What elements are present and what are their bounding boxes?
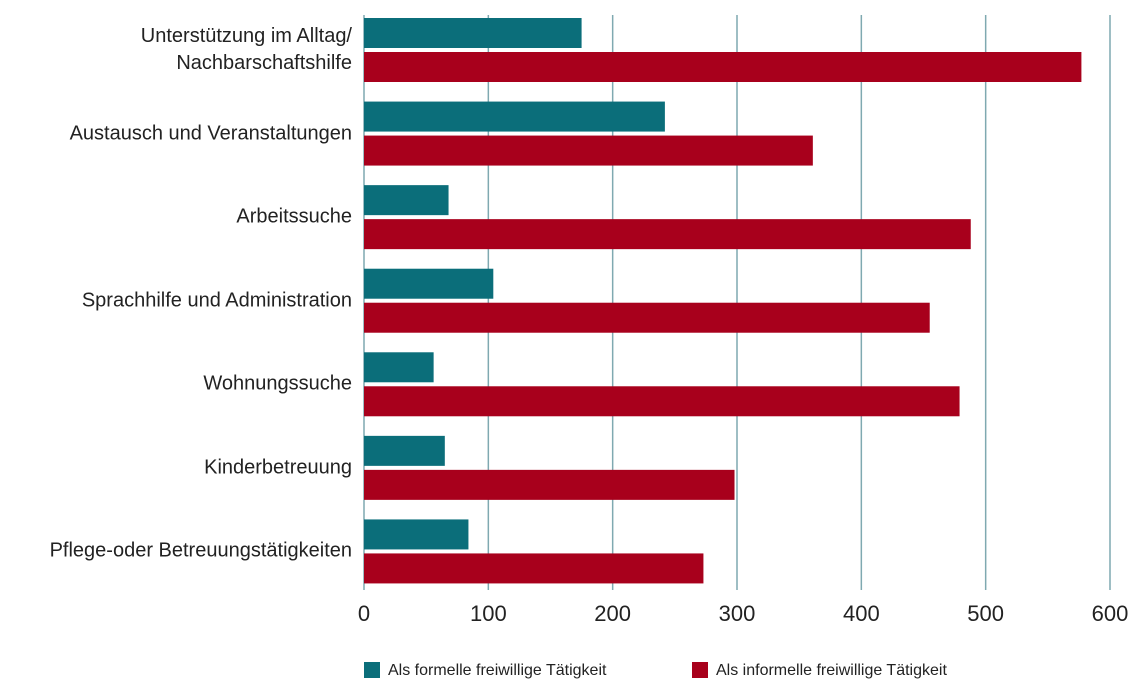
x-tick-label: 200 (594, 601, 631, 626)
bar (364, 268, 494, 299)
x-tick-label: 100 (470, 601, 507, 626)
bar (364, 185, 449, 216)
legend-label: Als informelle freiwillige Tätigkeit (716, 662, 947, 679)
bar (364, 352, 434, 383)
bar (364, 135, 813, 166)
legend-swatch (364, 662, 380, 678)
legend-swatch (692, 662, 708, 678)
x-tick-label: 400 (843, 601, 880, 626)
bar (364, 18, 582, 48)
y-tick-label: Unterstützung im Alltag/ Nachbarschaftsh… (140, 25, 352, 74)
bar (364, 519, 469, 550)
bar (364, 469, 735, 500)
legend-label: Als formelle freiwillige Tätigkeit (388, 662, 607, 679)
y-tick-label: Kinderbetreuung (204, 456, 352, 479)
bar (364, 219, 971, 250)
x-tick-label: 300 (719, 601, 756, 626)
x-tick-label: 600 (1092, 601, 1129, 626)
y-tick-label: Austausch und Veranstaltungen (69, 122, 352, 145)
y-tick-label: Arbeitssuche (236, 205, 352, 228)
bar (364, 302, 930, 333)
bar (364, 386, 960, 417)
bar (364, 52, 1082, 82)
y-tick-label: Wohnungssuche (203, 372, 352, 395)
bar (364, 553, 704, 584)
x-tick-label: 500 (967, 601, 1004, 626)
bar (364, 435, 445, 466)
x-tick-label: 0 (358, 601, 370, 626)
y-tick-label: Sprachhilfe und Administration (81, 289, 352, 312)
bar (364, 101, 665, 132)
y-tick-label: Pflege-oder Betreuungstätigkeiten (49, 539, 352, 562)
